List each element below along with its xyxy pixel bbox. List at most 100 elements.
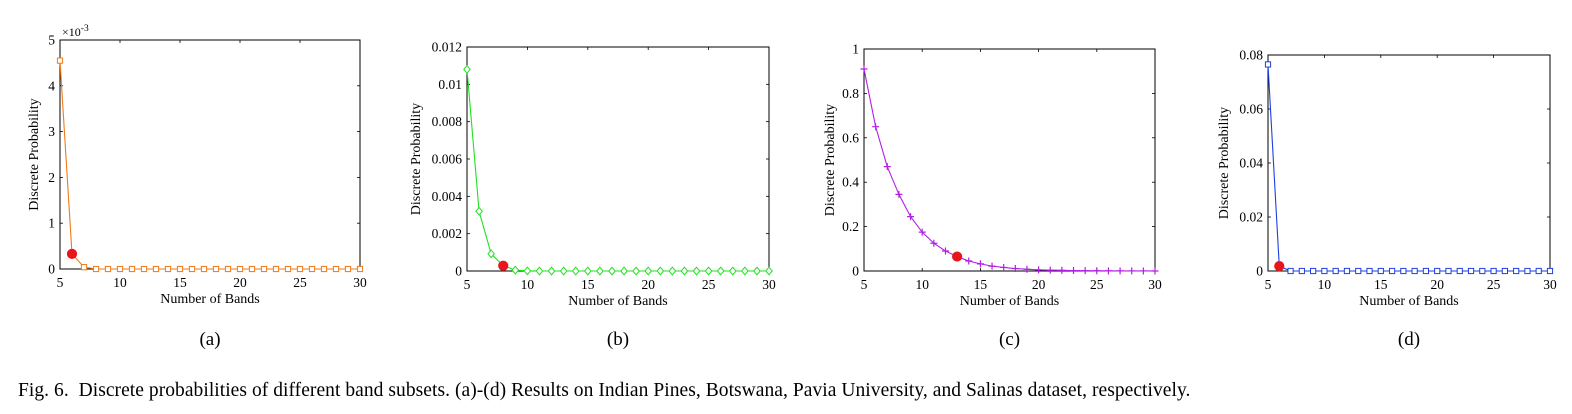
y-tick-label: 0.002 bbox=[432, 226, 462, 241]
data-point bbox=[248, 265, 256, 273]
data-point bbox=[1445, 267, 1452, 275]
data-point bbox=[1400, 267, 1407, 275]
y-tick-label: 0.02 bbox=[1239, 210, 1263, 225]
x-tick-label: 20 bbox=[641, 277, 655, 292]
y-tick-label: 0.04 bbox=[1239, 156, 1263, 171]
data-point bbox=[487, 249, 496, 259]
x-tick-label: 15 bbox=[974, 277, 988, 292]
data-point bbox=[583, 266, 592, 276]
y-tick-label: 0 bbox=[852, 264, 859, 279]
data-point bbox=[1070, 267, 1078, 275]
y-tick-label: 0.2 bbox=[842, 219, 859, 234]
x-tick-label: 10 bbox=[113, 275, 127, 290]
data-point bbox=[632, 266, 640, 276]
data-point bbox=[1490, 267, 1497, 275]
data-point bbox=[728, 266, 737, 276]
data-point bbox=[965, 257, 973, 265]
y-tick-label: 0.01 bbox=[438, 77, 462, 92]
x-tick-label: 15 bbox=[173, 275, 187, 290]
data-point bbox=[1501, 267, 1508, 275]
y-tick-label: 0 bbox=[48, 262, 55, 277]
data-point bbox=[260, 265, 268, 273]
data-point bbox=[930, 239, 938, 247]
data-point bbox=[1524, 267, 1531, 275]
figure-caption: Fig. 6. Discrete probabilities of differ… bbox=[18, 380, 1190, 402]
data-point bbox=[895, 190, 903, 198]
data-point bbox=[753, 266, 761, 276]
panel-label: (c) bbox=[999, 329, 1020, 350]
data-point bbox=[1298, 267, 1305, 275]
plot-area bbox=[59, 39, 361, 270]
data-point bbox=[1000, 263, 1008, 271]
data-point bbox=[1411, 267, 1418, 275]
x-tick-label: 15 bbox=[581, 277, 595, 292]
data-point bbox=[620, 266, 628, 276]
data-point bbox=[1116, 267, 1124, 275]
data-point bbox=[1058, 266, 1066, 274]
x-tick-label: 5 bbox=[1265, 277, 1272, 292]
data-point bbox=[559, 266, 568, 276]
data-point bbox=[1377, 267, 1384, 275]
y-axis-label: Discrete Probability bbox=[409, 103, 424, 215]
data-point bbox=[1479, 267, 1486, 275]
data-point bbox=[740, 266, 749, 276]
data-point bbox=[1546, 267, 1554, 275]
plot-area bbox=[1267, 54, 1551, 272]
data-point bbox=[308, 265, 316, 273]
data-point bbox=[128, 265, 136, 273]
panel-label: (b) bbox=[607, 329, 629, 350]
x-tick-label: 5 bbox=[861, 277, 868, 292]
data-point bbox=[164, 265, 172, 273]
data-point bbox=[1104, 267, 1112, 275]
y-tick-label: 0 bbox=[455, 264, 462, 279]
x-tick-label: 25 bbox=[702, 277, 716, 292]
data-point bbox=[608, 266, 616, 276]
data-point bbox=[1023, 265, 1031, 273]
data-point bbox=[872, 123, 880, 131]
data-point bbox=[680, 266, 689, 276]
data-point bbox=[668, 266, 677, 276]
highlight-point bbox=[952, 251, 963, 262]
x-tick-label: 25 bbox=[293, 275, 307, 290]
data-point bbox=[656, 266, 665, 276]
highlight-point bbox=[1274, 261, 1285, 272]
data-point bbox=[1310, 267, 1317, 275]
data-point bbox=[212, 265, 220, 273]
highlight-point bbox=[66, 248, 78, 259]
data-point bbox=[1139, 267, 1147, 275]
data-point bbox=[272, 265, 280, 273]
caption-prefix: Fig. 6. bbox=[18, 380, 69, 401]
chart-panel-d: 5 10 15 20 25 30 0 0.02 0.04 0.06 0.08 Number of Ba… bbox=[1217, 48, 1557, 351]
x-axis-label: Number of Bands bbox=[568, 294, 668, 309]
data-point bbox=[1035, 266, 1043, 274]
y-tick-label: 0.008 bbox=[432, 114, 463, 129]
data-point bbox=[176, 265, 184, 273]
data-point bbox=[1093, 267, 1101, 275]
plot-area bbox=[466, 46, 770, 272]
y-tick-label: 0.006 bbox=[432, 152, 463, 167]
y-tick-label: 0.6 bbox=[842, 130, 859, 145]
y-tick-label: 2 bbox=[48, 170, 55, 185]
data-point bbox=[511, 265, 520, 275]
data-point bbox=[1128, 267, 1136, 275]
data-point bbox=[571, 266, 580, 276]
data-point bbox=[224, 265, 232, 273]
x-tick-label: 25 bbox=[1487, 277, 1501, 292]
data-point bbox=[152, 265, 160, 273]
data-point bbox=[356, 265, 364, 273]
data-point bbox=[1535, 267, 1542, 275]
data-point bbox=[596, 266, 604, 276]
x-tick-label: 30 bbox=[1543, 277, 1557, 292]
scale-factor-label: ×10-3 bbox=[62, 24, 89, 39]
y-tick-label: 0.06 bbox=[1239, 102, 1263, 117]
data-point bbox=[1046, 266, 1054, 274]
data-point bbox=[236, 265, 244, 273]
data-point bbox=[140, 265, 148, 273]
x-tick-label: 20 bbox=[1032, 277, 1046, 292]
data-point bbox=[320, 265, 328, 273]
data-point bbox=[1343, 267, 1351, 275]
x-tick-label: 10 bbox=[521, 277, 535, 292]
x-axis-label: Number of Bands bbox=[960, 294, 1060, 309]
y-tick-label: 0.004 bbox=[432, 189, 463, 204]
x-tick-label: 10 bbox=[1318, 277, 1332, 292]
